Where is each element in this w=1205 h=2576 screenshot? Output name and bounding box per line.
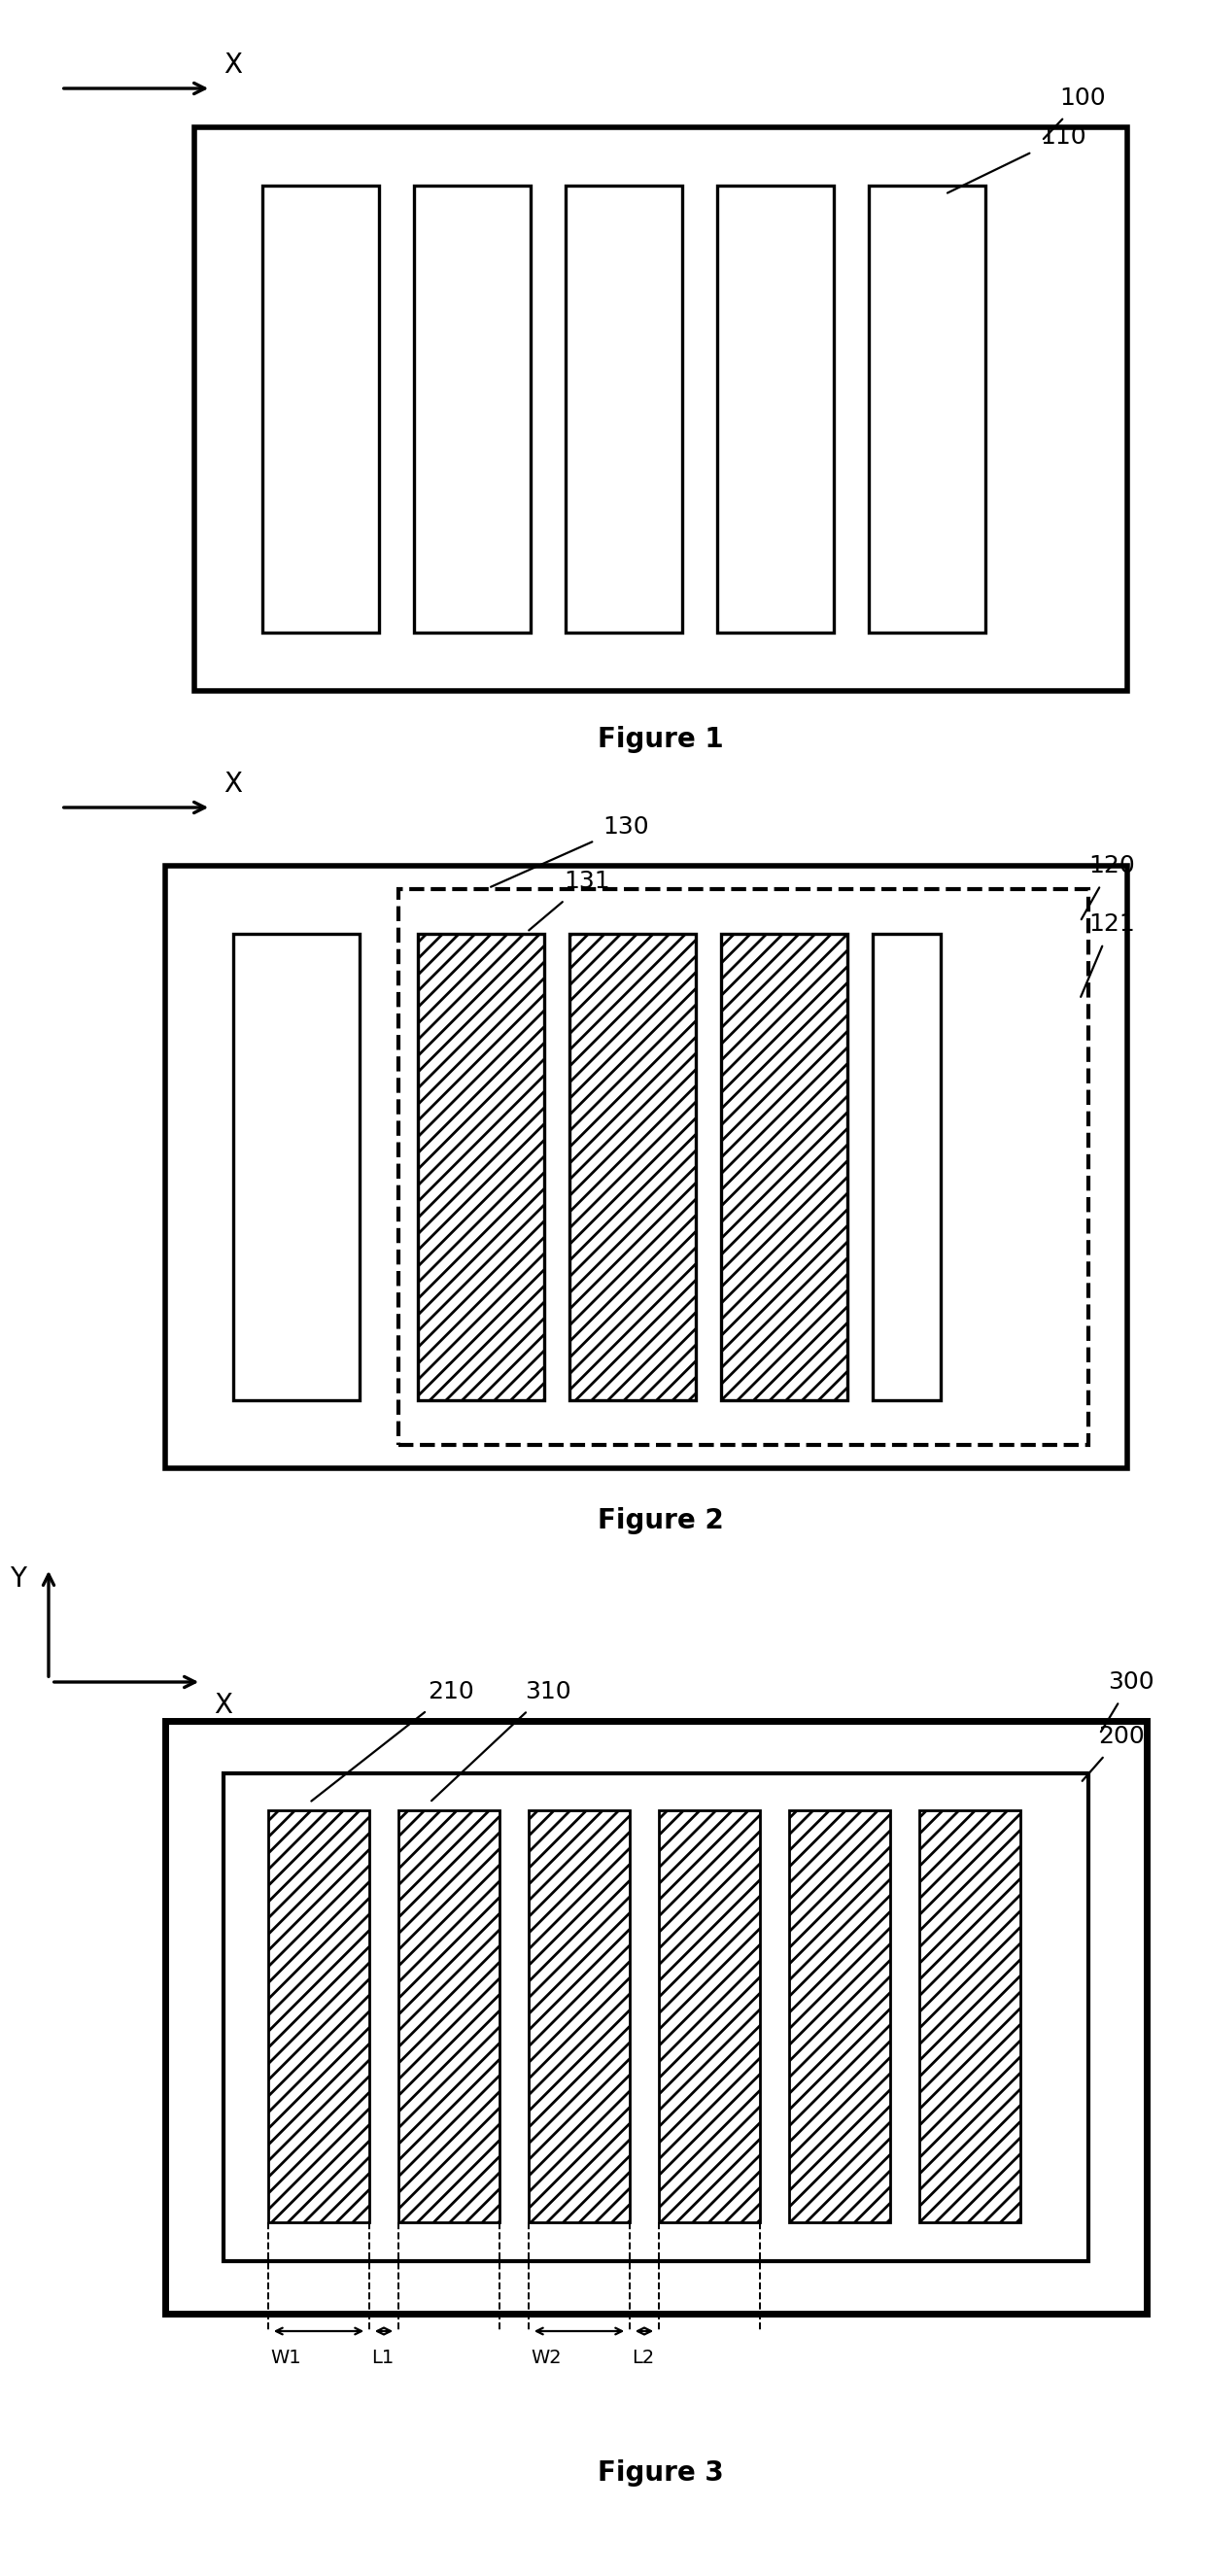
Bar <box>659 1811 760 2223</box>
Bar <box>570 935 695 1401</box>
Text: X: X <box>213 1692 233 1718</box>
Bar <box>165 1721 1147 2313</box>
Bar <box>565 185 682 634</box>
Text: 110: 110 <box>947 126 1086 193</box>
Text: 300: 300 <box>1101 1669 1154 1731</box>
Bar <box>872 935 941 1401</box>
Bar <box>263 185 380 634</box>
Text: X: X <box>223 770 242 799</box>
Text: W2: W2 <box>530 2349 562 2367</box>
Text: 310: 310 <box>431 1680 571 1801</box>
Text: 120: 120 <box>1081 855 1135 920</box>
Bar <box>223 1772 1088 2262</box>
Bar <box>789 1811 890 2223</box>
Text: 100: 100 <box>1044 88 1105 139</box>
Bar <box>869 185 986 634</box>
Bar <box>234 935 359 1401</box>
Bar <box>721 935 847 1401</box>
Text: 130: 130 <box>490 814 648 886</box>
Bar <box>165 866 1127 1468</box>
Bar <box>529 1811 630 2223</box>
Text: Y: Y <box>10 1566 27 1592</box>
Bar <box>399 1811 500 2223</box>
Text: W1: W1 <box>270 2349 301 2367</box>
Text: 210: 210 <box>311 1680 474 1801</box>
Text: Figure 2: Figure 2 <box>598 1507 724 1535</box>
Text: L2: L2 <box>631 2349 654 2367</box>
Bar <box>194 126 1127 690</box>
Bar <box>399 889 1088 1445</box>
Text: 200: 200 <box>1082 1726 1145 1780</box>
Text: X: X <box>223 52 242 80</box>
Bar <box>418 935 545 1401</box>
Bar <box>269 1811 369 2223</box>
Text: Figure 1: Figure 1 <box>598 726 724 752</box>
Bar <box>717 185 834 634</box>
Text: L1: L1 <box>371 2349 394 2367</box>
Text: 131: 131 <box>529 871 610 930</box>
Text: 121: 121 <box>1081 912 1135 997</box>
Bar <box>919 1811 1021 2223</box>
Bar <box>415 185 530 634</box>
Text: Figure 3: Figure 3 <box>598 2460 724 2486</box>
